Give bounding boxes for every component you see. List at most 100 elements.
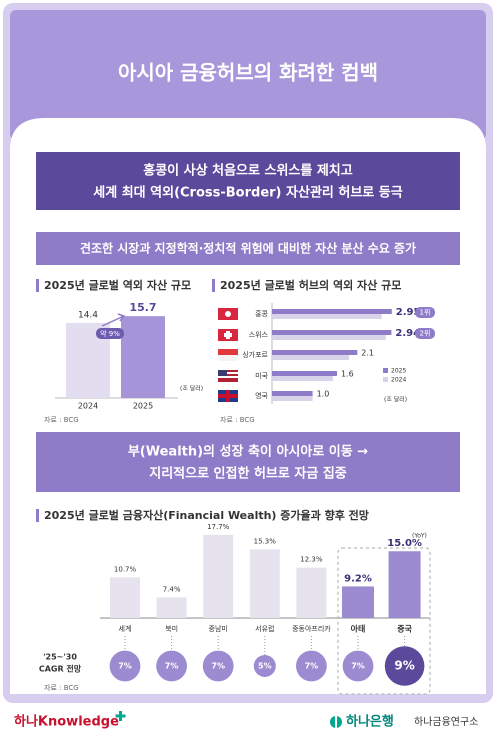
x-tick-label: 서유럽 xyxy=(255,624,274,633)
value-label: 1.6 xyxy=(341,370,354,379)
section-marker xyxy=(212,279,215,292)
bar xyxy=(388,551,421,618)
legend-swatch xyxy=(383,368,388,373)
unit-label: (조 달러) xyxy=(180,385,203,393)
legend-swatch xyxy=(383,377,388,382)
cagr-bubble xyxy=(253,655,276,677)
footer-bank: 하나은행 xyxy=(346,714,394,730)
bar xyxy=(296,567,327,618)
cagr-bubble xyxy=(156,650,188,682)
banner xyxy=(36,152,460,210)
bar xyxy=(272,314,382,319)
cagr-label: '25~'30 xyxy=(43,653,77,662)
y-tick-label: 미국 xyxy=(255,371,268,380)
x-tick-label: 중국 xyxy=(397,625,412,634)
bar xyxy=(272,335,386,340)
x-tick-label: 북미 xyxy=(165,624,178,633)
bar xyxy=(203,534,234,618)
bar xyxy=(272,350,358,355)
value-label: 2.95 xyxy=(396,307,421,318)
bar xyxy=(272,355,350,360)
cagr-label-value: 5% xyxy=(258,662,272,671)
banner-text: 견조한 시장과 지정학적·정치적 위험에 대비한 자산 분산 수요 증가 xyxy=(80,241,416,256)
bar xyxy=(342,586,374,618)
bar xyxy=(272,330,392,335)
value-label: 1.0 xyxy=(317,390,330,399)
page-title: 아시아 금융허브의 화려한 컴백 xyxy=(118,61,378,85)
plus-icon xyxy=(115,711,126,721)
value-label: 10.7% xyxy=(114,565,137,573)
unit-label: (YoY) xyxy=(412,533,427,540)
bar xyxy=(272,396,313,401)
value-label: 15.7 xyxy=(129,301,156,314)
footer-brand: 하나Knowledge xyxy=(14,714,119,730)
bar xyxy=(156,597,187,618)
value-label: 12.3% xyxy=(300,556,323,564)
bar xyxy=(121,316,165,398)
banner-text: 부(Wealth)의 성장 축이 아시아로 이동 → xyxy=(128,444,368,460)
cagr-bubble xyxy=(296,650,327,682)
cagr-label-value: 7% xyxy=(118,662,132,671)
x-tick-label: 2024 xyxy=(78,402,98,411)
value-label: 15.3% xyxy=(254,537,277,545)
x-tick-label: 아태 xyxy=(351,624,366,634)
value-label: 2.1 xyxy=(361,349,374,358)
section-title: 2025년 글로벌 금융자산(Financial Wealth) 증가율과 향후… xyxy=(44,508,369,522)
bar xyxy=(249,549,280,618)
y-tick-label: 스위스 xyxy=(249,331,269,339)
footer-org: 하나금융연구소 xyxy=(414,715,478,728)
rank-pill xyxy=(415,307,435,318)
cagr-bubble xyxy=(202,650,234,682)
y-tick-label: 영국 xyxy=(255,391,268,400)
value-label: 2.94 xyxy=(395,328,420,339)
y-tick-label: 홍콩 xyxy=(255,309,268,318)
annotation: 약 9% xyxy=(100,329,120,338)
x-tick-label: 중동아프리카 xyxy=(292,624,331,633)
cagr-bubble xyxy=(342,650,374,682)
cagr-label-value: 7% xyxy=(211,662,225,671)
cagr-label-value: 7% xyxy=(305,662,319,671)
value-label: 7.4% xyxy=(163,585,181,593)
value-label: 14.4 xyxy=(78,310,98,320)
x-tick-label: 2025 xyxy=(133,402,153,411)
bar xyxy=(272,309,392,314)
bar xyxy=(272,376,333,381)
banner xyxy=(36,232,460,265)
section-marker xyxy=(36,509,39,522)
cagr-label-value: 9% xyxy=(394,659,414,673)
source: 자료 : BCG xyxy=(44,683,79,692)
cagr-label-value: 7% xyxy=(351,662,365,671)
banner-text: 지리적으로 인접한 허브로 자금 집중 xyxy=(149,466,347,482)
banner xyxy=(36,432,460,492)
rank-label: 2위 xyxy=(420,330,431,338)
header-bg xyxy=(10,10,486,140)
annotation-pill xyxy=(96,328,124,339)
value-label: 17.7% xyxy=(207,523,230,531)
footer-bg xyxy=(0,703,496,742)
rank-label: 1위 xyxy=(420,309,431,317)
bar xyxy=(110,577,140,618)
banner-text: 홍콩이 사상 처음으로 스위스를 제치고 xyxy=(143,163,353,179)
flags xyxy=(218,308,238,402)
section-title: 2025년 글로벌 역외 자산 규모 xyxy=(44,278,191,292)
bar xyxy=(272,371,337,376)
unit-label: (조 달러) xyxy=(384,396,407,404)
legend-label: 2025 xyxy=(391,368,406,375)
source: 자료 : BCG xyxy=(220,415,255,424)
section-title: 2025년 글로벌 허브의 역외 자산 규모 xyxy=(220,278,401,292)
bank-logo xyxy=(330,714,342,730)
rank-pill xyxy=(415,328,435,339)
value-label: 9.2% xyxy=(344,573,372,584)
cagr-label-value: 7% xyxy=(165,662,179,671)
legend-label: 2024 xyxy=(391,377,406,384)
bar xyxy=(272,391,313,396)
x-tick-label: 중남미 xyxy=(209,624,228,633)
banner-text: 세계 최대 역외(Cross-Border) 자산관리 허브로 등극 xyxy=(93,185,402,201)
x-tick-label: 세계 xyxy=(119,624,132,633)
highlight-box xyxy=(337,547,431,695)
cagr-bubble xyxy=(384,646,425,686)
source: 자료 : BCG xyxy=(44,415,79,424)
arrow xyxy=(101,313,126,327)
cagr-label: CAGR 전망 xyxy=(39,664,82,674)
